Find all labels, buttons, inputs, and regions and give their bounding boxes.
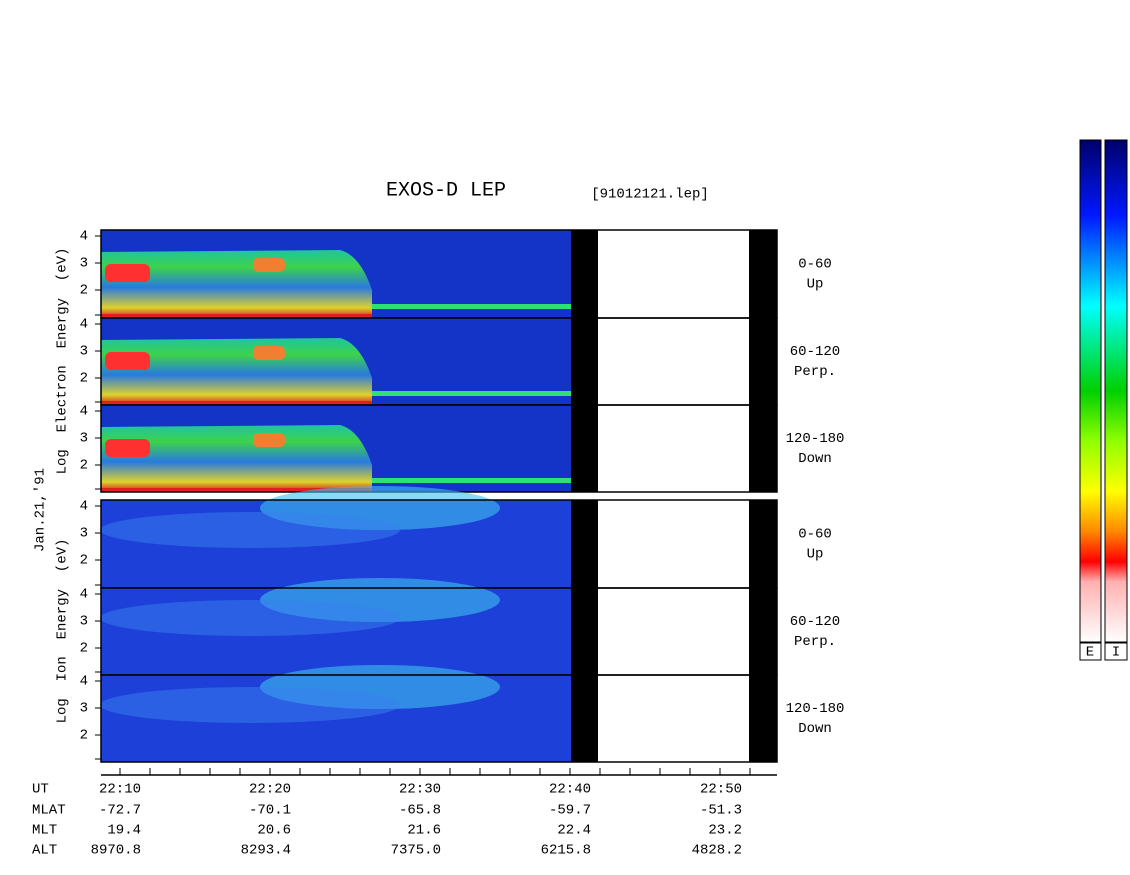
y-tick-label: 2 [80, 283, 88, 299]
ephemeris-value: 23.2 [708, 823, 742, 839]
y-tick-label: 4 [80, 499, 88, 515]
y-tick-label: 4 [80, 404, 88, 420]
row-label: UT [32, 782, 49, 798]
ephemeris-value: 22:50 [700, 782, 742, 798]
ephemeris-value: -51.3 [700, 803, 742, 819]
no-data [749, 318, 777, 405]
y-axis-label: Log Electron Energy (eV) [55, 248, 71, 475]
ephemeris-value: 8293.4 [241, 843, 291, 859]
y-tick-label: 2 [80, 728, 88, 744]
ephemeris-value: 22:40 [549, 782, 591, 798]
y-tick-label: 2 [80, 553, 88, 569]
ephemeris-value: 8970.8 [91, 843, 141, 859]
direction: Perp. [794, 634, 836, 650]
row-label: MLT [32, 823, 57, 839]
no-data [749, 500, 777, 588]
ephemeris-value: 7375.0 [391, 843, 441, 859]
no-data [571, 500, 598, 588]
spectrogram-hot [101, 250, 372, 318]
direction: Down [798, 451, 832, 467]
spectrogram-glow [100, 512, 400, 548]
spectrogram-blob [253, 346, 285, 360]
pitch-angle: 60-120 [790, 614, 840, 630]
spectrogram-blob [105, 439, 150, 457]
no-data [749, 230, 777, 318]
colorbar-label: I [1112, 645, 1120, 661]
y-tick-label: 2 [80, 371, 88, 387]
no-data [571, 405, 598, 492]
y-tick-label: 3 [80, 526, 88, 542]
ephemeris-value: 22:20 [249, 782, 291, 798]
colorbar-label-box [1079, 642, 1102, 661]
ephemeris-value: 22:10 [99, 782, 141, 798]
spectrogram-line [101, 314, 372, 318]
date: Jan.21,'91 [33, 468, 49, 552]
ephemeris-value: 22.4 [557, 823, 591, 839]
title: EXOS-D LEP [386, 179, 506, 202]
no-data [571, 588, 598, 675]
colorbar-label: E [1086, 645, 1094, 661]
no-data [749, 675, 777, 762]
y-tick-label: 3 [80, 701, 88, 717]
spectrogram-line [101, 401, 372, 405]
pitch-angle: 60-120 [790, 344, 840, 360]
y-tick-label: 4 [80, 317, 88, 333]
y-tick-label: 2 [80, 458, 88, 474]
spectrogram-hot [101, 338, 372, 405]
ephemeris-value: -70.1 [249, 803, 291, 819]
spectrogram-blob [253, 258, 285, 272]
file-name: [91012121.lep] [591, 187, 709, 203]
no-data [749, 405, 777, 492]
colorbar-e [1079, 139, 1102, 643]
row-label: ALT [32, 843, 57, 859]
y-tick-label: 3 [80, 431, 88, 447]
spectrogram-glow [100, 600, 400, 636]
pitch-angle: 120-180 [786, 431, 845, 447]
no-data [571, 230, 598, 318]
spectrogram-glow [100, 687, 400, 723]
spectrogram-blob [105, 352, 150, 370]
ephemeris-value: 4828.2 [692, 843, 742, 859]
colorbar-i [1104, 139, 1128, 643]
direction: Up [807, 277, 824, 293]
y-axis-label: Log Ion Energy (eV) [55, 539, 71, 724]
spectrogram-line [372, 478, 571, 483]
direction: Up [807, 547, 824, 563]
pitch-angle: 120-180 [786, 701, 845, 717]
ephemeris-value: -72.7 [99, 803, 141, 819]
colorbar-label-box [1104, 642, 1128, 661]
y-tick-label: 3 [80, 614, 88, 630]
ephemeris-value: 20.6 [257, 823, 291, 839]
y-tick-label: 4 [80, 587, 88, 603]
ephemeris-value: 19.4 [107, 823, 141, 839]
no-data [571, 675, 598, 762]
ephemeris-value: 21.6 [407, 823, 441, 839]
spectrogram-blob [105, 264, 150, 282]
y-tick-label: 3 [80, 344, 88, 360]
y-tick-label: 2 [80, 641, 88, 657]
spectrogram-line [372, 391, 571, 396]
spectrogram-hot [101, 425, 372, 492]
ephemeris-value: -65.8 [399, 803, 441, 819]
no-data [571, 318, 598, 405]
pitch-angle: 0-60 [798, 527, 832, 543]
y-tick-label: 4 [80, 229, 88, 245]
spectrogram-line [372, 304, 571, 309]
ephemeris-value: 22:30 [399, 782, 441, 798]
ephemeris-value: -59.7 [549, 803, 591, 819]
ephemeris-value: 6215.8 [541, 843, 591, 859]
y-tick-label: 4 [80, 674, 88, 690]
y-tick-label: 3 [80, 256, 88, 272]
panel-frame [100, 674, 778, 763]
row-label: MLAT [32, 803, 66, 819]
pitch-angle: 0-60 [798, 257, 832, 273]
direction: Down [798, 721, 832, 737]
no-data [749, 588, 777, 675]
spectrogram-blob [253, 433, 285, 447]
direction: Perp. [794, 364, 836, 380]
spectrogram-line [101, 488, 372, 492]
